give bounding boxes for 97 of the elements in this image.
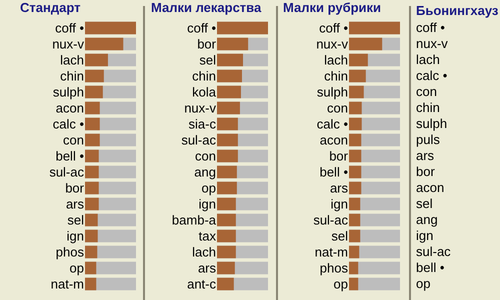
y-tick-label: nux-v bbox=[52, 36, 84, 52]
y-tick-label: con bbox=[63, 132, 84, 148]
y-tick-label: ars bbox=[66, 196, 84, 212]
y-tick-label: phos bbox=[320, 260, 348, 276]
bar bbox=[85, 214, 98, 226]
bar bbox=[85, 150, 99, 162]
y-tick-label: op bbox=[202, 180, 216, 196]
category-label: ang bbox=[416, 212, 438, 228]
bar bbox=[349, 262, 358, 274]
y-tick-label: phos bbox=[56, 244, 84, 260]
y-tick-label: ign bbox=[198, 196, 216, 212]
y-tick-label: calc • bbox=[52, 116, 84, 132]
y-tick-label: con bbox=[327, 100, 348, 116]
category-label: coff • bbox=[416, 20, 445, 36]
y-tick-label: kola bbox=[192, 84, 217, 100]
y-tick-label: ign bbox=[330, 196, 348, 212]
bar bbox=[349, 182, 362, 194]
y-tick-label: chin bbox=[324, 68, 348, 84]
category-label: nux-v bbox=[416, 36, 448, 52]
bar bbox=[349, 278, 358, 290]
bar bbox=[349, 166, 362, 178]
bar bbox=[85, 230, 98, 242]
bar bbox=[349, 198, 360, 210]
y-tick-label: sul-ac bbox=[313, 212, 348, 228]
category-label: con bbox=[416, 84, 437, 100]
y-tick-label: coff • bbox=[187, 20, 216, 36]
category-label: chin bbox=[416, 100, 440, 116]
category-label: bell • bbox=[416, 260, 444, 276]
y-tick-label: coff • bbox=[319, 20, 348, 36]
y-tick-label: nat-m bbox=[314, 244, 348, 260]
category-label: ign bbox=[416, 228, 434, 244]
y-tick-label: sel bbox=[67, 212, 84, 228]
y-tick-label: sia-c bbox=[188, 116, 216, 132]
y-tick-label: ant-c bbox=[187, 276, 216, 292]
category-label: calc • bbox=[416, 68, 448, 84]
bar bbox=[349, 118, 362, 130]
y-tick-label: nat-m bbox=[50, 276, 84, 292]
y-tick-label: op bbox=[334, 276, 348, 292]
bar bbox=[85, 278, 96, 290]
y-tick-label: chin bbox=[192, 68, 216, 84]
bar bbox=[349, 134, 362, 146]
y-tick-label: ang bbox=[194, 164, 216, 180]
y-tick-label: ars bbox=[198, 260, 216, 276]
category-label: sulph bbox=[416, 116, 448, 132]
bar bbox=[85, 262, 96, 274]
category-label: op bbox=[416, 276, 430, 292]
y-tick-label: ars bbox=[330, 180, 348, 196]
chart-title: Малки лекарства bbox=[151, 0, 262, 16]
bar bbox=[85, 182, 99, 194]
bar bbox=[349, 150, 362, 162]
chart-title: Малки рубрики bbox=[283, 0, 382, 16]
chart-title: Стандарт bbox=[20, 0, 80, 16]
bar bbox=[349, 102, 362, 114]
y-tick-label: calc • bbox=[316, 116, 348, 132]
y-tick-label: bell • bbox=[320, 164, 348, 180]
text: Бьонингхауз bbox=[416, 3, 498, 18]
y-tick-label: lach bbox=[192, 244, 216, 260]
bar bbox=[85, 134, 100, 146]
y-tick-label: sul-ac bbox=[181, 132, 216, 148]
y-tick-label: acon bbox=[56, 100, 84, 116]
y-tick-label: bell • bbox=[56, 148, 84, 164]
category-label: acon bbox=[416, 180, 444, 196]
category-label: bor bbox=[416, 164, 435, 180]
y-tick-label: sel bbox=[331, 228, 348, 244]
y-tick-label: tax bbox=[198, 228, 216, 244]
bar bbox=[349, 246, 360, 258]
category-label: sul-ac bbox=[416, 244, 451, 260]
y-tick-label: bor bbox=[65, 180, 85, 196]
bar bbox=[349, 214, 360, 226]
y-tick-label: lach bbox=[60, 52, 84, 68]
y-tick-label: bor bbox=[329, 148, 349, 164]
bar bbox=[349, 86, 364, 98]
bar bbox=[85, 118, 100, 130]
y-tick-label: bamb-a bbox=[172, 212, 217, 228]
bar bbox=[85, 246, 98, 258]
y-tick-label: nux-v bbox=[184, 100, 216, 116]
bar bbox=[85, 198, 99, 210]
category-label: lach bbox=[416, 52, 440, 68]
y-tick-label: sul-ac bbox=[49, 164, 84, 180]
y-tick-label: sulph bbox=[52, 84, 84, 100]
y-tick-label: coff • bbox=[55, 20, 84, 36]
bar bbox=[85, 102, 100, 114]
y-tick-label: acon bbox=[320, 132, 348, 148]
category-label: ars bbox=[416, 148, 434, 164]
bar bbox=[349, 230, 360, 242]
y-tick-label: sel bbox=[199, 52, 216, 68]
y-tick-label: nux-v bbox=[316, 36, 348, 52]
y-tick-label: chin bbox=[60, 68, 84, 84]
y-tick-label: sulph bbox=[316, 84, 348, 100]
y-tick-label: op bbox=[70, 260, 84, 276]
y-tick-label: ign bbox=[66, 228, 84, 244]
category-label: sel bbox=[416, 196, 433, 212]
y-tick-label: con bbox=[195, 148, 216, 164]
y-tick-label: lach bbox=[324, 52, 348, 68]
bar bbox=[85, 166, 99, 178]
y-tick-label: bor bbox=[197, 36, 217, 52]
category-label: puls bbox=[416, 132, 440, 148]
